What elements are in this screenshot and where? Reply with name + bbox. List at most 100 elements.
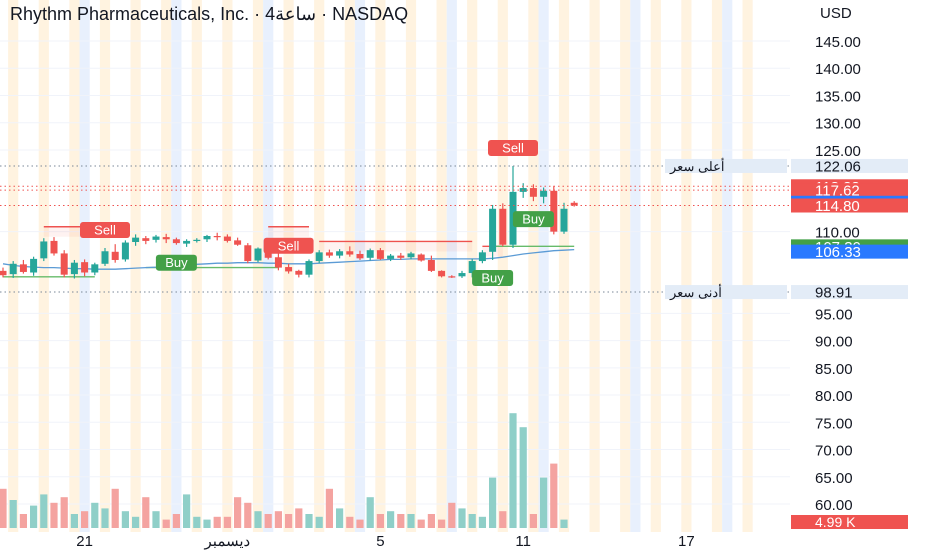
candle-body	[448, 276, 456, 278]
volume-bar	[19, 514, 27, 528]
signal-label: Buy	[165, 255, 188, 270]
candle-body	[468, 261, 476, 274]
buy-signal-tag	[155, 254, 197, 271]
candle-body	[438, 270, 446, 277]
candle-body	[111, 251, 119, 260]
volume-bar	[142, 497, 150, 528]
price-tag-value: 114.80	[815, 198, 860, 215]
trailing-stop-fill	[268, 226, 309, 237]
candle-body	[570, 202, 578, 206]
volume-bars	[0, 413, 568, 528]
volume-bar	[254, 511, 262, 528]
session-stripe-orange	[589, 0, 600, 532]
candle-body	[213, 236, 221, 238]
volume-bar	[193, 516, 201, 528]
candle-body	[407, 253, 415, 258]
session-stripe-orange	[130, 0, 141, 532]
volume-bar	[366, 497, 374, 528]
signal-label: Sell	[502, 140, 524, 155]
session-stripe-orange	[497, 0, 508, 532]
session-backgrounds	[8, 0, 753, 532]
session-stripe-orange	[650, 0, 661, 532]
volume-bar	[305, 514, 313, 528]
candle-body	[529, 188, 537, 197]
candle-body	[244, 245, 252, 262]
volume-bar	[315, 516, 323, 528]
candle-body	[70, 262, 78, 275]
session-stripe-orange	[436, 0, 447, 532]
session-stripe-blue	[538, 0, 549, 532]
volume-bar	[274, 511, 282, 528]
grid-lines	[0, 40, 790, 505]
session-stripe-orange	[99, 0, 111, 532]
price-level-lines: أعلى سعر أدنى سعر	[0, 158, 790, 301]
price-tag-value: 98.91	[815, 285, 853, 302]
candle-body	[132, 237, 140, 242]
candle-body	[203, 236, 211, 240]
candle-body	[366, 250, 374, 258]
volume-bar	[468, 514, 476, 528]
session-stripe-orange	[528, 0, 539, 532]
volume-bar	[529, 514, 537, 528]
volume-bar	[499, 511, 507, 528]
high-label-box	[665, 158, 787, 173]
candle-body	[376, 250, 384, 259]
candle-body	[315, 252, 323, 262]
volume-bar	[152, 511, 160, 528]
price-tick-label: 110.00	[815, 225, 860, 242]
volume-bar	[387, 511, 395, 528]
price-tick-label: 130.00	[815, 116, 861, 133]
price-tick-label: 80.00	[815, 388, 853, 405]
volume-bar	[458, 508, 466, 528]
high-label: أعلى سعر	[669, 158, 724, 175]
candle-body	[336, 251, 344, 256]
session-stripe-orange	[405, 0, 417, 532]
volume-bar	[397, 514, 405, 528]
volume-bar	[417, 519, 425, 528]
time-tick-label: 5	[376, 533, 384, 550]
volume-bar	[203, 519, 211, 528]
volume-bar	[346, 516, 354, 528]
price-tick-label: 90.00	[815, 334, 853, 351]
candle-body	[223, 236, 231, 241]
volume-bar	[132, 516, 140, 528]
time-tick-label: 21	[76, 533, 93, 550]
candle-body	[234, 240, 242, 245]
sell-signal-tag	[488, 139, 538, 156]
volume-bar	[91, 502, 99, 528]
volume-bar	[30, 505, 38, 528]
chart-title: Rhythm Pharmaceuticals, Inc. · 4ساعة · N…	[10, 4, 409, 24]
volume-bar	[540, 477, 548, 528]
price-tick-label: 60.00	[815, 497, 853, 514]
volume-bar	[244, 502, 252, 528]
candle-body	[121, 242, 129, 260]
session-stripe-orange	[252, 0, 264, 532]
session-stripe-orange	[742, 0, 753, 532]
volume-bar	[223, 516, 231, 528]
candle-body	[81, 262, 89, 273]
volume-bar	[356, 519, 364, 528]
signal-label: Buy	[481, 270, 504, 285]
time-axis: 21 ديسمبر 5 11 17	[76, 533, 694, 550]
candle-body	[427, 259, 435, 271]
candle-body	[254, 248, 262, 261]
volume-bar	[70, 514, 78, 528]
time-tick-label: 11	[515, 533, 531, 550]
candle-body	[142, 238, 150, 241]
volume-bar	[427, 514, 435, 528]
currency-label[interactable]: USD	[820, 5, 852, 22]
volume-bar	[60, 497, 68, 528]
buy-signal-tag	[512, 211, 554, 228]
price-tick-label: 145.00	[815, 34, 861, 51]
price-tag-blue	[791, 244, 908, 259]
volume-bar	[101, 508, 109, 528]
price-tick-label: 85.00	[815, 361, 853, 378]
volume-bar	[489, 477, 497, 528]
price-tag-value: 122.06	[815, 158, 861, 175]
candle-body	[478, 252, 486, 262]
volume-bar	[172, 514, 180, 528]
volume-bar	[183, 494, 191, 528]
session-stripe-orange	[222, 0, 233, 532]
